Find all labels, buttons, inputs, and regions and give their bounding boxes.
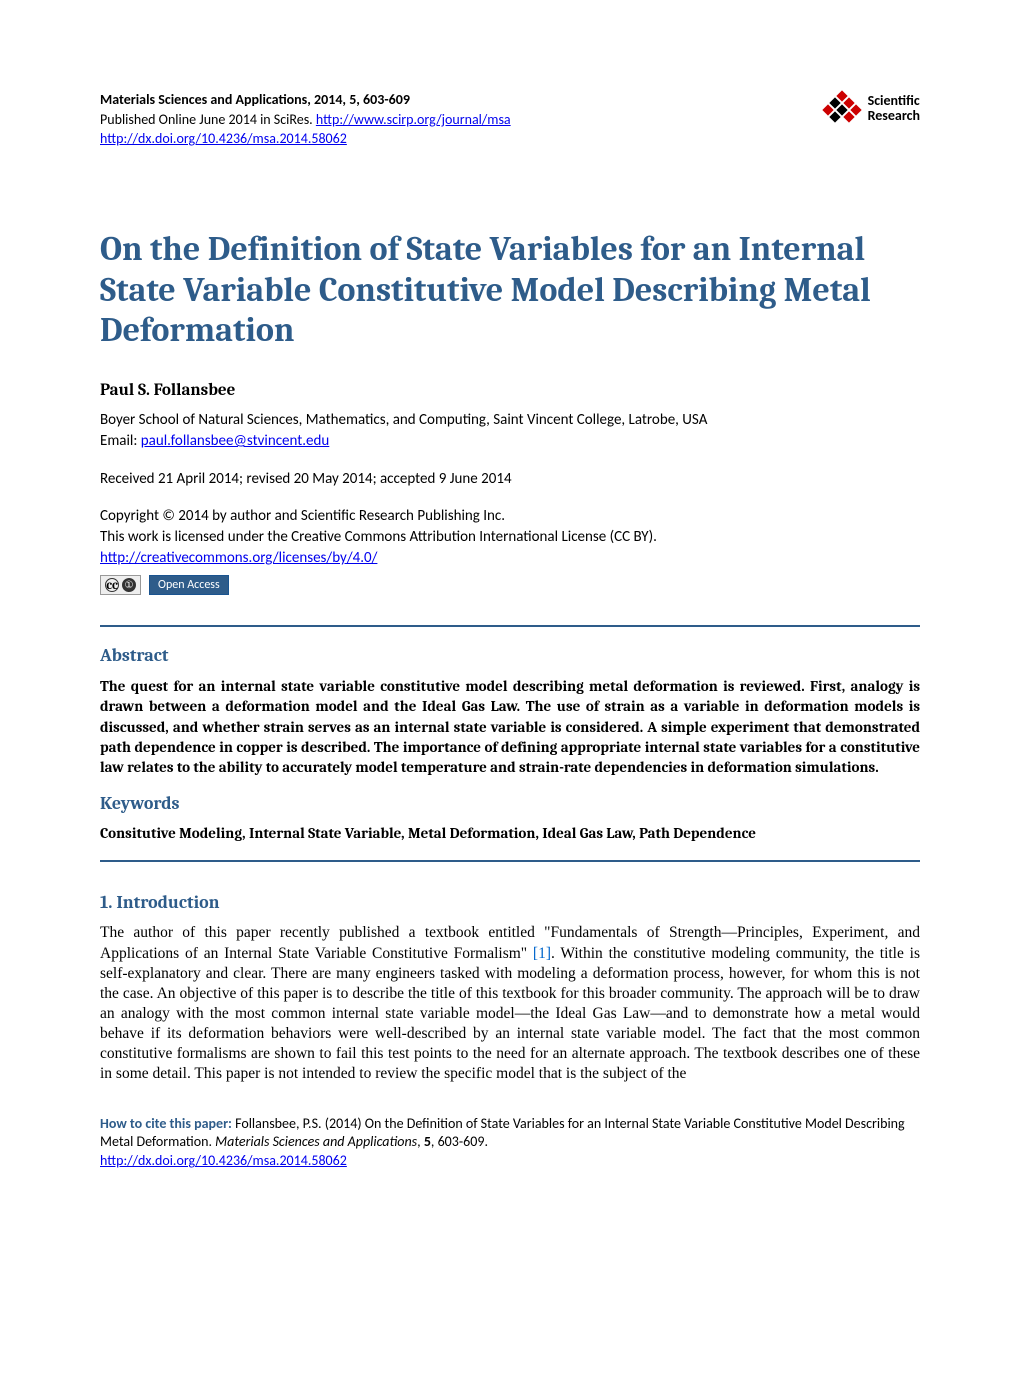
- paper-title: On the Definition of State Variables for…: [100, 229, 920, 351]
- logo-diamond-icon: [821, 90, 863, 126]
- cite-journal-name: Materials Sciences and Applications: [215, 1133, 417, 1150]
- divider: [100, 625, 920, 627]
- divider: [100, 860, 920, 862]
- published-line: Published Online June 2014 in SciRes. ht…: [100, 110, 511, 130]
- copyright-block: Copyright © 2014 by author and Scientifi…: [100, 506, 920, 569]
- keywords-text: Consitutive Modeling, Internal State Var…: [100, 824, 920, 842]
- intro-paragraph: The author of this paper recently publis…: [100, 923, 920, 1084]
- license-badges: cc ① Open Access: [100, 575, 920, 595]
- email-line: Email: paul.follansbee@stvincent.edu: [100, 431, 920, 452]
- affiliation-line: Boyer School of Natural Sciences, Mathem…: [100, 410, 920, 431]
- article-dates: Received 21 April 2014; revised 20 May 2…: [100, 470, 920, 488]
- intro-heading: 1. Introduction: [100, 892, 920, 913]
- open-access-badge: Open Access: [149, 575, 229, 595]
- cite-doi-link[interactable]: http://dx.doi.org/10.4236/msa.2014.58062: [100, 1152, 347, 1169]
- cite-label: How to cite this paper:: [100, 1115, 235, 1132]
- affiliation: Boyer School of Natural Sciences, Mathem…: [100, 410, 920, 452]
- abstract-heading: Abstract: [100, 645, 920, 666]
- journal-citation: Materials Sciences and Applications, 201…: [100, 90, 511, 110]
- keywords-heading: Keywords: [100, 793, 920, 814]
- abstract-text: The quest for an internal state variable…: [100, 676, 920, 777]
- journal-info: Materials Sciences and Applications, 201…: [100, 90, 511, 149]
- cc-license-link[interactable]: http://creativecommons.org/licenses/by/4…: [100, 549, 377, 567]
- journal-url-link[interactable]: http://www.scirp.org/journal/msa: [316, 111, 511, 128]
- cc-by-badge-icon: cc ①: [100, 575, 141, 595]
- reference-link-1[interactable]: [1]: [533, 945, 551, 962]
- copyright-line2: This work is licensed under the Creative…: [100, 527, 920, 548]
- copyright-line1: Copyright © 2014 by author and Scientifi…: [100, 506, 920, 527]
- doi-link[interactable]: http://dx.doi.org/10.4236/msa.2014.58062: [100, 130, 347, 147]
- cite-volume: 5: [424, 1133, 431, 1150]
- author-email-link[interactable]: paul.follansbee@stvincent.edu: [141, 432, 330, 450]
- author-name: Paul S. Follansbee: [100, 381, 920, 400]
- logo-text: Scientific Research: [868, 93, 920, 124]
- page-header: Materials Sciences and Applications, 201…: [100, 90, 920, 149]
- citation-box: How to cite this paper: Follansbee, P.S.…: [100, 1115, 920, 1172]
- publisher-logo: Scientific Research: [821, 90, 920, 126]
